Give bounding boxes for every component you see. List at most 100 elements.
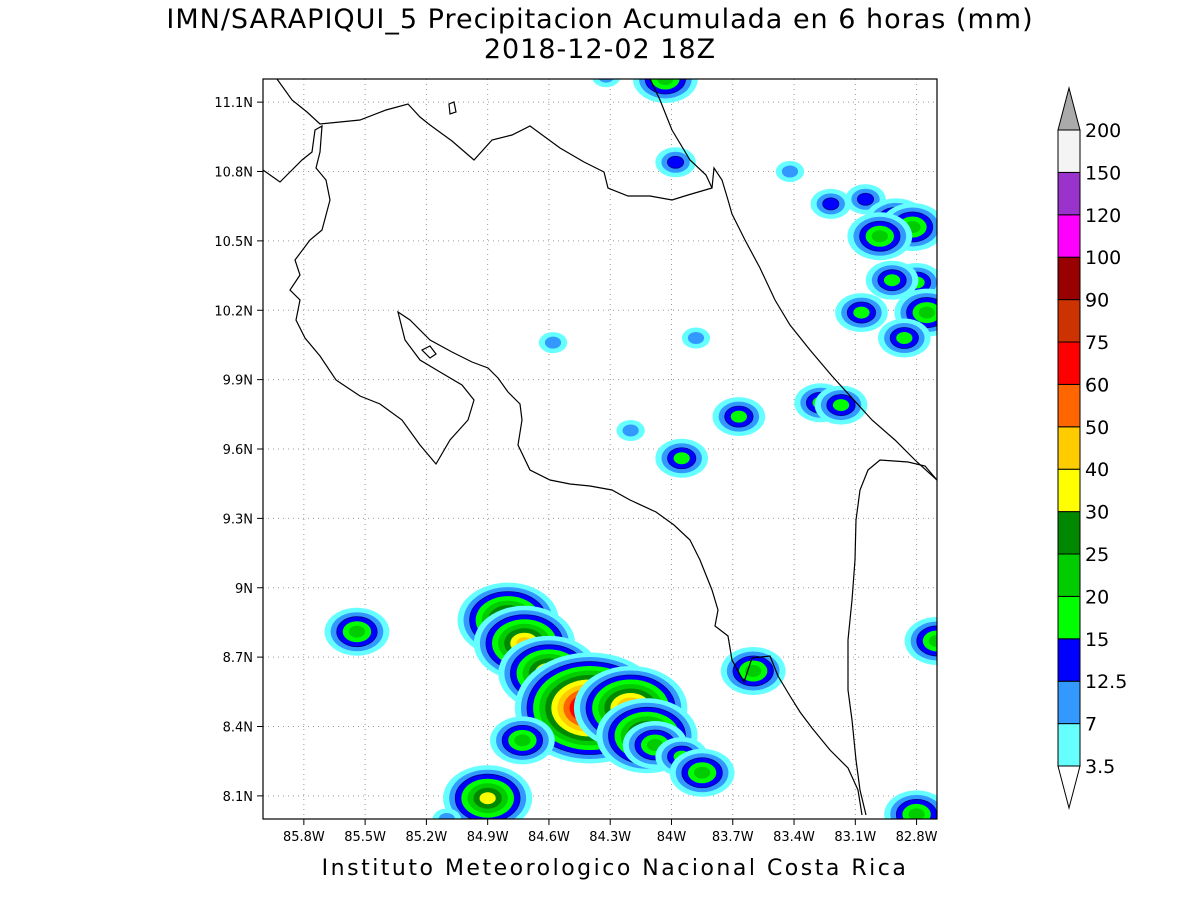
rain-contour <box>822 197 840 211</box>
legend-label: 60 <box>1085 374 1109 396</box>
x-axis-ticks: 85.8W 85.5W 85.2W 84.9W 84.6W 84.3W 84W 83.7W 83… <box>283 819 938 845</box>
institution-footer: Instituto Meteorologico Nacional Costa R… <box>321 856 909 881</box>
legend-label: 12.5 <box>1085 671 1127 693</box>
legend-swatch <box>1057 553 1081 597</box>
y-tick-label: 9.9N <box>223 374 253 389</box>
x-tick-label: 82.8W <box>896 830 938 845</box>
rain-cell <box>443 765 533 819</box>
legend-swatch <box>1057 723 1081 767</box>
rain-contour <box>730 410 747 423</box>
legend-label: 7 <box>1085 714 1097 736</box>
rain-cell <box>324 607 390 656</box>
lake-island <box>448 101 457 115</box>
rain-contour <box>857 192 875 206</box>
legend-swatch <box>1057 299 1081 343</box>
rain-contour <box>781 165 799 178</box>
legend-swatch <box>1057 595 1081 640</box>
y-tick-label: 8.4N <box>223 721 253 736</box>
rain-contour <box>514 734 531 747</box>
legend-label: 25 <box>1085 544 1109 566</box>
legend-label: 30 <box>1085 502 1109 524</box>
rain-contour <box>622 424 639 437</box>
legend-label: 20 <box>1085 586 1109 608</box>
y-tick-label: 10.8N <box>214 166 253 181</box>
y-tick-label: 9.6N <box>223 443 253 458</box>
y-tick-label: 11.1N <box>214 96 253 111</box>
rain-cell <box>775 161 805 182</box>
rain-contour <box>598 79 614 83</box>
rain-cell <box>655 147 696 178</box>
x-tick-label: 83.7W <box>712 830 754 845</box>
rain-contour <box>673 452 690 465</box>
legend-swatch <box>1057 214 1081 258</box>
legend-swatch <box>1057 511 1081 555</box>
x-tick-label: 83.4W <box>773 830 815 845</box>
coastline <box>263 79 937 816</box>
rain-cell <box>845 184 886 215</box>
rain-cells <box>324 79 937 819</box>
legend-label: 100 <box>1085 247 1121 269</box>
legend-swatch <box>1057 341 1081 385</box>
northern-border-line <box>276 79 937 481</box>
rain-cell <box>669 748 735 797</box>
gulf-island <box>420 345 437 359</box>
rain-cell <box>616 420 645 441</box>
rain-cell <box>835 293 888 333</box>
legend-label: 40 <box>1085 459 1109 481</box>
rain-cell <box>865 260 919 300</box>
rain-cell <box>681 327 711 349</box>
y-tick-label: 9N <box>235 582 253 597</box>
y-tick-label: 9.3N <box>223 512 253 527</box>
legend-swatch <box>1057 256 1081 301</box>
rain-contour <box>896 332 913 344</box>
legend-label: 15 <box>1085 629 1109 651</box>
rain-contour <box>918 306 935 319</box>
x-tick-label: 84.9W <box>467 830 509 845</box>
rain-cell <box>432 808 461 819</box>
rain-contour <box>592 79 620 88</box>
x-tick-label: 83.1W <box>834 830 876 845</box>
rain-cell <box>489 716 555 765</box>
rain-contour <box>687 332 705 344</box>
x-tick-label: 85.8W <box>283 830 325 845</box>
legend-swatch <box>1057 426 1081 470</box>
rain-contour <box>479 792 496 805</box>
rain-contour <box>694 766 711 779</box>
caribbean-coast-north <box>649 79 713 189</box>
y-tick-label: 10.2N <box>214 304 253 319</box>
y-tick-label: 8.1N <box>223 790 253 805</box>
rain-cell <box>712 397 766 437</box>
legend-swatch <box>1057 638 1081 682</box>
map-subtitle-date: 2018-12-02 18Z <box>483 34 717 65</box>
legend-swatch <box>1057 171 1081 216</box>
y-axis-ticks: 8.1N 8.4N 8.7N 9N 9.3N 9.6N 9.9N 10.2N 10.5N 10.8… <box>214 96 263 805</box>
rain-contour <box>883 274 901 287</box>
legend-label: 75 <box>1085 332 1109 354</box>
rain-contour <box>438 813 455 819</box>
rain-contour <box>928 634 937 647</box>
rain-cell <box>884 790 937 819</box>
y-tick-label: 10.5N <box>214 235 253 250</box>
y-tick-label: 8.7N <box>223 651 253 666</box>
x-tick-label: 84.6W <box>528 830 570 845</box>
legend-top-arrow <box>1057 86 1081 131</box>
rain-contour <box>657 79 674 85</box>
panama-border <box>847 459 937 816</box>
rain-contour <box>871 230 888 243</box>
legend-label: 90 <box>1085 290 1109 312</box>
rain-contour <box>853 306 870 319</box>
legend-swatch <box>1057 383 1081 428</box>
rain-cell <box>877 318 931 358</box>
x-tick-label: 85.2W <box>405 830 447 845</box>
rain-cell <box>810 188 852 219</box>
rain-cell <box>592 79 620 88</box>
rain-cell <box>904 616 937 665</box>
rain-cell <box>847 212 913 261</box>
rain-contour <box>667 155 685 169</box>
rain-contour <box>832 399 850 412</box>
rain-cell <box>538 332 568 354</box>
color-legend: 3.5 7 12.5 15 20 25 30 40 50 60 75 90 100 120 150 200 <box>1057 86 1127 810</box>
rain-contour <box>544 336 562 349</box>
rain-contour <box>908 808 925 819</box>
